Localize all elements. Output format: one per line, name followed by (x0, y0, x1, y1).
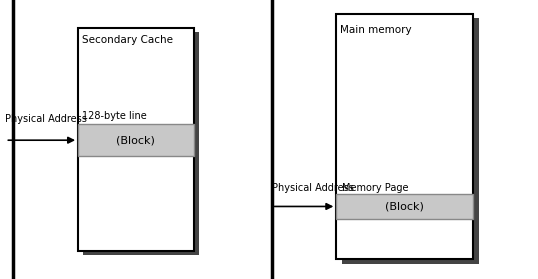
Text: Physical Address: Physical Address (272, 182, 353, 193)
Bar (336, 14, 473, 259)
Text: (Block): (Block) (116, 135, 155, 145)
Bar (342, 18, 479, 264)
Text: (Block): (Block) (385, 201, 424, 211)
Text: Secondary Cache: Secondary Cache (82, 35, 173, 45)
Bar (78, 124, 194, 156)
Text: 128-byte line: 128-byte line (82, 111, 146, 121)
Bar (78, 28, 194, 251)
Text: Main memory: Main memory (340, 25, 412, 35)
Text: Memory Page: Memory Page (342, 182, 409, 193)
Text: Physical Address: Physical Address (5, 114, 87, 124)
Bar (336, 194, 473, 219)
Bar (83, 32, 199, 255)
